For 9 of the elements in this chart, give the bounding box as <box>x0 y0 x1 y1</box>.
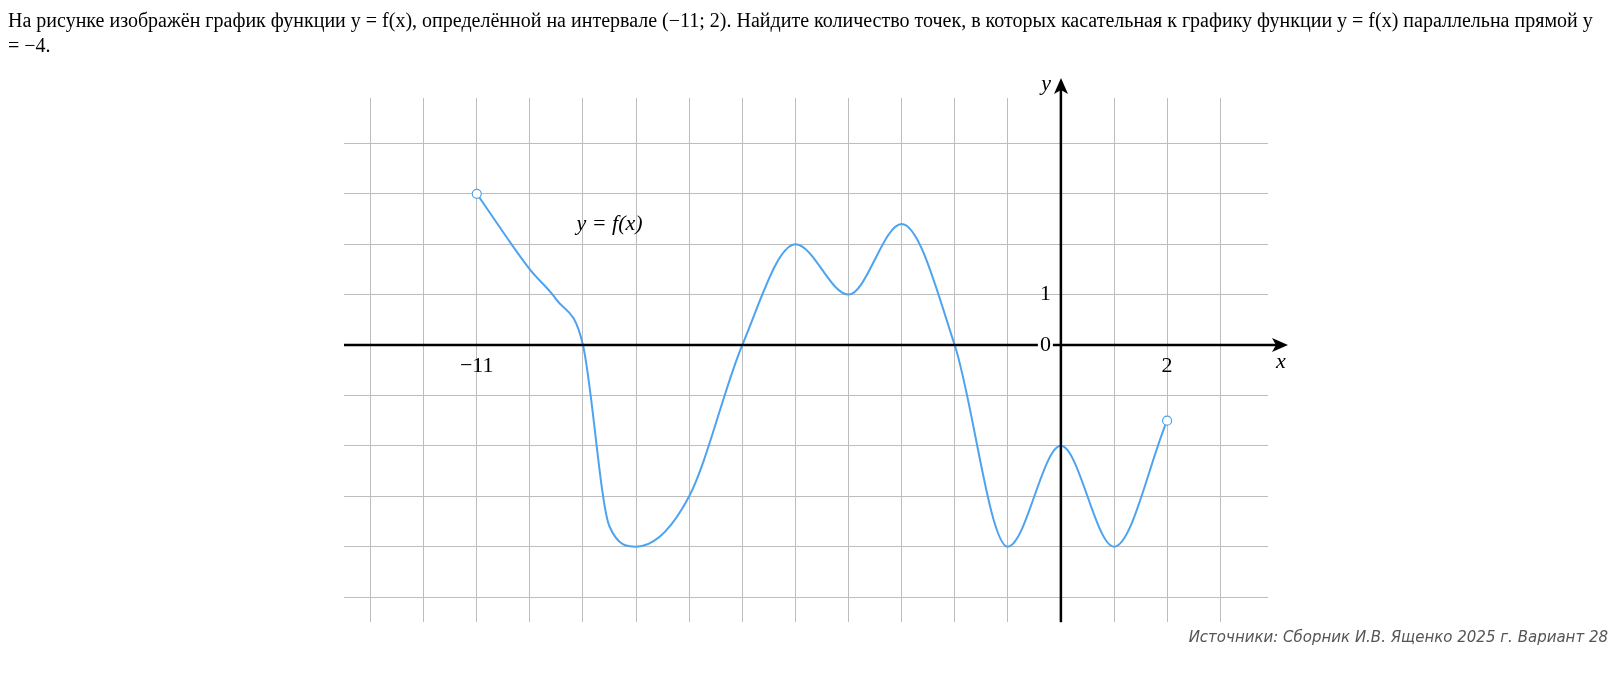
y-tick-label: 1 <box>1039 280 1051 306</box>
x-tick-label: −11 <box>459 351 494 377</box>
x-tick-label: 2 <box>1161 351 1173 377</box>
x-axis-title: x <box>1275 347 1286 373</box>
y-axis-title: y <box>1039 69 1052 95</box>
y-tick-label: 0 <box>1039 330 1051 356</box>
text: Источники: Сборник И.В. Ященко 2025 г. Вариант 28 <box>1187 628 1608 646</box>
chart-title: На рисунке изображён график функции y = f(x), определённой на интервале (−11; 2). Найдите количество точек, в которых касательная к графику функции y = f(x) параллельна прямой y = −4. <box>8 8 1594 58</box>
text: y = f(x) <box>574 209 643 235</box>
